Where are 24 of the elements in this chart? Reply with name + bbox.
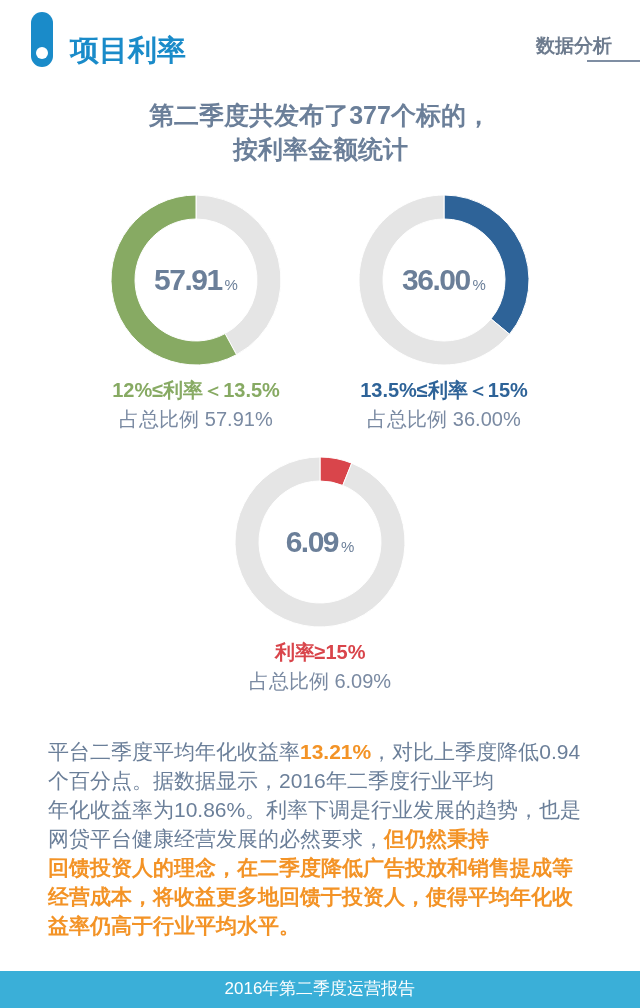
data-label: 57.91%	[154, 263, 238, 296]
text: 12%≤利率＜13.5%	[112, 379, 281, 401]
text: 2016年第二季度运营报告	[224, 979, 416, 998]
text: 个百分点。据数据显示，2016年二季度行业平均	[48, 768, 494, 794]
text: 回馈投资人的理念，在二季度降低广告投放和销售提成等	[48, 855, 573, 881]
text: 数据分析	[536, 34, 612, 58]
text: 13.5%≤利率＜15%	[359, 379, 528, 401]
data-label: 6.09%	[285, 525, 355, 558]
text: 但仍然秉持	[384, 826, 489, 852]
text: 年化收益率为10.86%。利率下调是行业发展的趋势，也是	[48, 797, 582, 823]
text: 占总比例 57.91%	[119, 408, 273, 430]
text: 益率仍高于行业平均水平。	[48, 913, 300, 939]
text: 13.21%	[300, 739, 372, 765]
text: 经营成本，将收益更多地回馈于投资人，使得平均年化收	[48, 884, 573, 910]
text: 占总比例 6.09%	[248, 670, 392, 692]
data-label: 36.00%	[401, 263, 486, 296]
text: 项目利率	[70, 33, 186, 68]
text: 占总比例 36.00%	[366, 408, 521, 430]
donut-slice	[234, 456, 406, 628]
text: 平台二季度平均年化收益率	[48, 739, 300, 765]
text: 利率≥15%	[273, 641, 366, 663]
text: ，对比上季度降低0.94	[371, 739, 581, 765]
text: 第二季度共发布了377个标的，按利率金额统计	[148, 100, 492, 165]
text: 网贷平台健康经营发展的必然要求，	[48, 826, 384, 852]
